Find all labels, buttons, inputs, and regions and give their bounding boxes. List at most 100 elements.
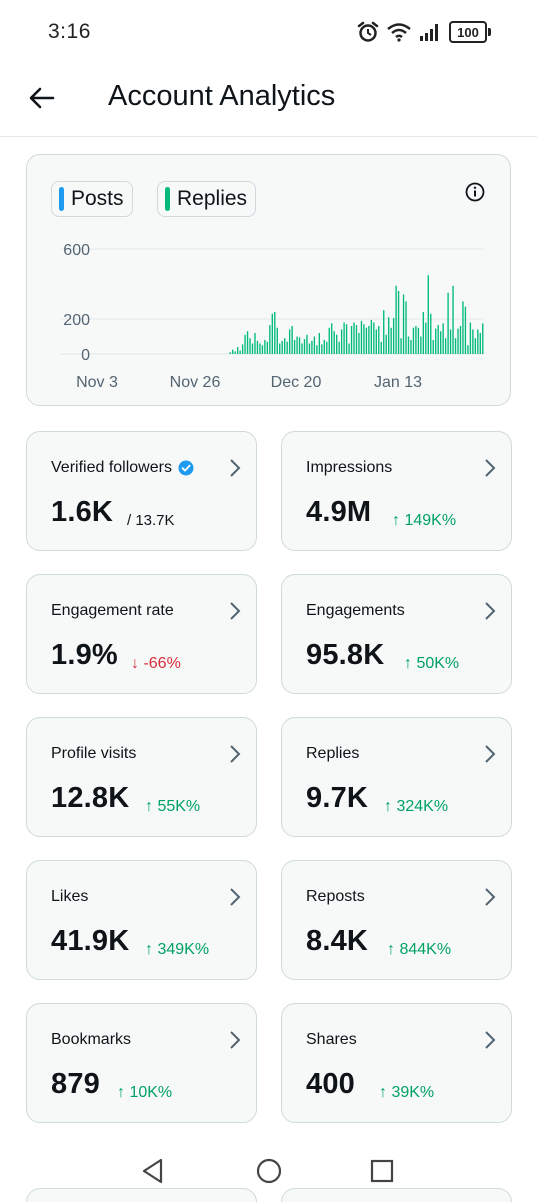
status-time: 3:16 (48, 20, 91, 43)
chart-bar (348, 343, 350, 354)
x-tick-label: Nov 26 (170, 374, 221, 391)
stat-card-profile-visits[interactable]: Profile visits 12.8K ↑ 55K% (26, 717, 257, 837)
chart-bar (241, 344, 244, 355)
chart-bar (449, 329, 452, 354)
chart-bar (340, 329, 343, 354)
chevron-right-icon (230, 459, 241, 477)
stat-label: Engagements (306, 602, 405, 620)
chart-bar (353, 322, 355, 354)
stat-card-bookmarks[interactable]: Bookmarks 879 ↑ 10K% (26, 1003, 257, 1123)
chart-bar (244, 334, 246, 354)
chart-bar (316, 345, 318, 354)
chart-bar (405, 301, 407, 354)
chart-bar (402, 294, 405, 354)
chart-bar (298, 337, 301, 355)
arrow-up-icon: ↑ (404, 655, 417, 672)
stat-delta: ↑ 50K% (404, 655, 459, 673)
chart-bar (284, 338, 286, 354)
chart-bar (293, 340, 296, 354)
wifi-icon (387, 23, 411, 42)
chart-bar (276, 327, 278, 354)
arrow-down-icon: ↓ (131, 655, 144, 672)
chart-bar (234, 351, 236, 355)
chart-bar (306, 334, 308, 354)
chart-bar (281, 340, 283, 355)
stat-card-replies[interactable]: Replies 9.7K ↑ 324K% (281, 717, 512, 837)
stat-delta: ↑ 10K% (117, 1084, 172, 1102)
chart-bar (462, 301, 464, 354)
square-recents-icon[interactable] (367, 1156, 397, 1186)
stat-label: Verified followers (51, 459, 194, 477)
stat-card-verified-followers[interactable]: Verified followers 1.6K / 13.7K (26, 431, 257, 551)
chart-bar (395, 285, 397, 354)
stat-label-text: Reposts (306, 888, 365, 905)
stat-value: 1.9% (51, 639, 118, 671)
chart-bar (457, 328, 459, 355)
chevron-right-icon (485, 602, 496, 620)
chart-bar (308, 343, 311, 354)
verified-badge-icon (178, 460, 194, 476)
chart-bar (482, 323, 484, 355)
stat-card-shares[interactable]: Shares 400 ↑ 39K% (281, 1003, 512, 1123)
chip-posts[interactable]: Posts (51, 181, 133, 217)
chart-bar (301, 343, 303, 354)
chart-bar (420, 336, 422, 354)
circle-home-icon[interactable] (254, 1156, 284, 1186)
chart-bar (288, 329, 291, 354)
chart-bar (323, 340, 325, 354)
chart-bar (437, 325, 439, 355)
stat-label: Impressions (306, 459, 392, 477)
chart-bar (358, 333, 360, 354)
stat-card-impressions[interactable]: Impressions 4.9M ↑ 149K% (281, 431, 512, 551)
stat-delta: ↑ 55K% (145, 798, 200, 816)
page-title: Account Analytics (108, 80, 336, 112)
info-button[interactable] (464, 181, 486, 203)
chevron-right-icon (230, 745, 241, 763)
stat-card-engagement-rate[interactable]: Engagement rate 1.9% ↓ -66% (26, 574, 257, 694)
chart-bar (321, 344, 323, 355)
chart-bar (459, 326, 462, 354)
stat-card-reposts[interactable]: Reposts 8.4K ↑ 844K% (281, 860, 512, 980)
back-button[interactable] (22, 78, 62, 118)
stat-label-text: Engagement rate (51, 602, 174, 619)
stat-card-likes[interactable]: Likes 41.9K ↑ 349K% (26, 860, 257, 980)
stat-delta-text: / 13.7K (127, 512, 175, 529)
arrow-up-icon: ↑ (392, 512, 405, 529)
chart-bar (425, 322, 427, 354)
chart-bar (355, 325, 358, 355)
alarm-icon (357, 21, 379, 42)
stat-delta: ↑ 844K% (387, 941, 451, 959)
stat-delta: ↑ 149K% (392, 512, 456, 530)
chart-bar (326, 341, 328, 354)
chevron-right-icon (485, 888, 496, 906)
stat-label: Reposts (306, 888, 365, 906)
chart-bar (271, 313, 273, 354)
chart-bar (249, 338, 251, 354)
arrow-up-icon: ↑ (117, 1084, 130, 1101)
arrow-up-icon: ↑ (384, 798, 397, 815)
chart-bar (365, 327, 368, 354)
posts-color-swatch (59, 187, 64, 211)
chart-bar (296, 336, 298, 354)
chart-bar (286, 341, 288, 354)
chart-bar (464, 306, 467, 354)
chart-bar (331, 323, 333, 355)
y-tick-label: 600 (63, 242, 90, 259)
triangle-back-icon[interactable] (139, 1156, 169, 1186)
stat-value: 9.7K (306, 782, 369, 814)
stat-delta-text: 149K% (404, 512, 457, 529)
stat-card-engagements[interactable]: Engagements 95.8K ↑ 50K% (281, 574, 512, 694)
chip-replies[interactable]: Replies (157, 181, 256, 217)
stat-delta-text: 50K% (416, 655, 460, 672)
chart-bar (415, 326, 417, 354)
chart-card: 600 200 0 Nov 3 Nov 26 Dec 20 Jan 13 Posts Rep… (26, 154, 511, 406)
chart-bar (432, 340, 434, 354)
stat-delta-text: 55K% (157, 798, 201, 815)
chart-bar (279, 343, 281, 354)
chart-bar (261, 345, 264, 354)
chart-bar (442, 323, 444, 355)
chart-bar (256, 340, 259, 355)
chart-bar (469, 322, 472, 354)
chart-bar (378, 326, 380, 354)
stat-value: 41.9K (51, 925, 130, 957)
